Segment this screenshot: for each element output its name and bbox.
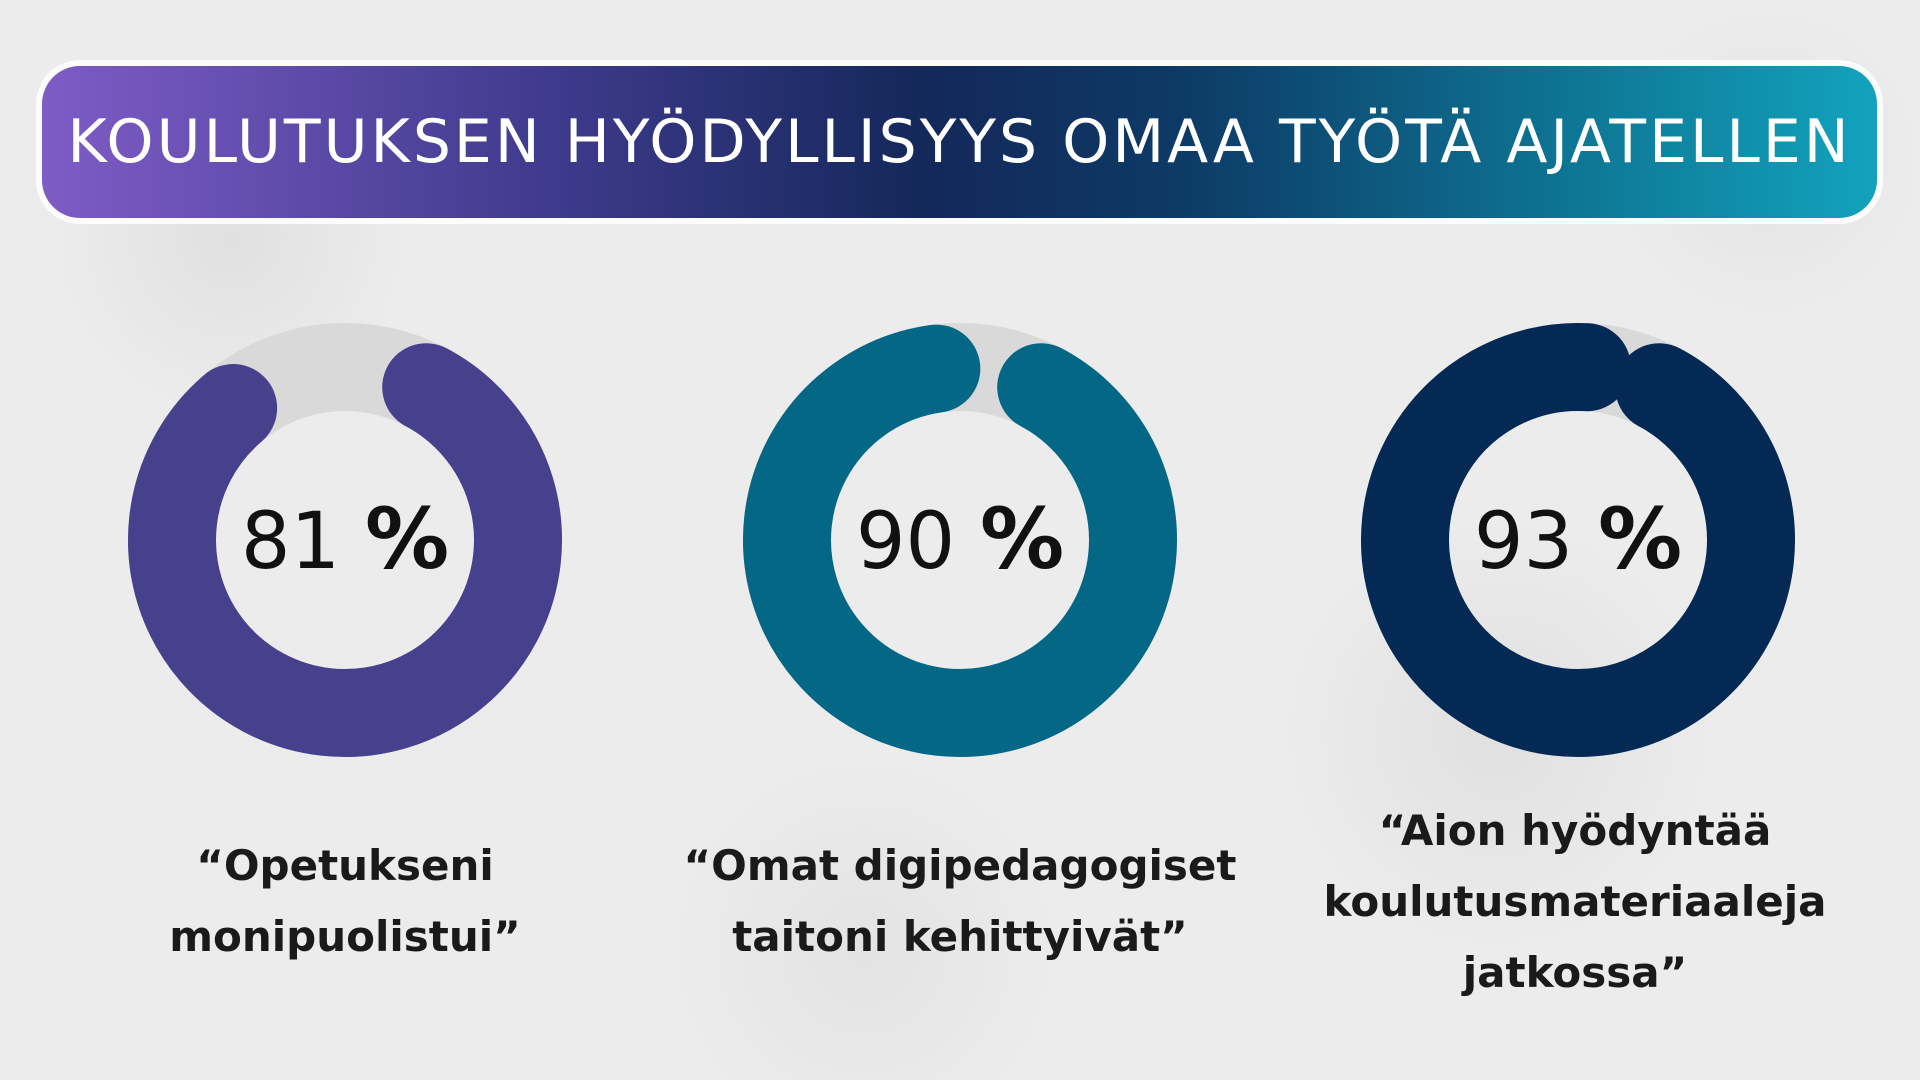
title-banner: KOULUTUKSEN HYÖDYLLISYYS OMAA TYÖTÄ AJAT… <box>42 66 1877 218</box>
percent-label: 90 % <box>856 490 1064 588</box>
percent-value: 81 <box>241 497 365 587</box>
percent-label: 93 % <box>1474 490 1682 588</box>
caption-line: koulutusmateriaaleja <box>1323 877 1827 926</box>
donut-chart-1: 81 % <box>128 323 562 757</box>
percent-unit: % <box>1598 490 1682 588</box>
caption-line: taitoni kehittyivät” <box>732 912 1188 961</box>
percent-value: 90 <box>856 497 980 587</box>
caption-line: jatkossa” <box>1462 948 1688 997</box>
caption-line: “Omat digipedagogiset <box>683 841 1237 890</box>
donut-value-arc <box>128 323 562 757</box>
donut-chart-3: 93 % <box>1361 323 1795 757</box>
caption-1: “Opetukseni monipuolistui” <box>65 830 625 972</box>
percent-value: 93 <box>1474 497 1598 587</box>
percent-unit: % <box>365 490 449 588</box>
caption-line: “Opetukseni <box>196 841 494 890</box>
percent-unit: % <box>980 490 1064 588</box>
caption-3: “Aion hyödyntää koulutusmateriaaleja jat… <box>1295 795 1855 1008</box>
donut-value-arc <box>1361 323 1795 757</box>
donut-chart-2: 90 % <box>743 323 1177 757</box>
page-title: KOULUTUKSEN HYÖDYLLISYYS OMAA TYÖTÄ AJAT… <box>67 107 1852 177</box>
caption-line: “Aion hyödyntää <box>1378 806 1772 855</box>
caption-2: “Omat digipedagogiset taitoni kehittyivä… <box>680 830 1240 972</box>
caption-line: monipuolistui” <box>169 912 521 961</box>
percent-label: 81 % <box>241 490 449 588</box>
donut-value-arc <box>743 323 1177 757</box>
